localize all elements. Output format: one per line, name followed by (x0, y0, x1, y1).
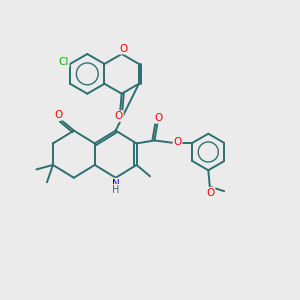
Text: Cl: Cl (58, 56, 69, 67)
Text: O: O (173, 137, 181, 147)
Text: O: O (55, 110, 63, 120)
Text: O: O (206, 188, 214, 198)
Text: N: N (112, 179, 119, 189)
Text: H: H (112, 185, 119, 195)
Text: O: O (154, 113, 162, 123)
Text: O: O (115, 111, 123, 121)
Text: O: O (119, 44, 127, 54)
